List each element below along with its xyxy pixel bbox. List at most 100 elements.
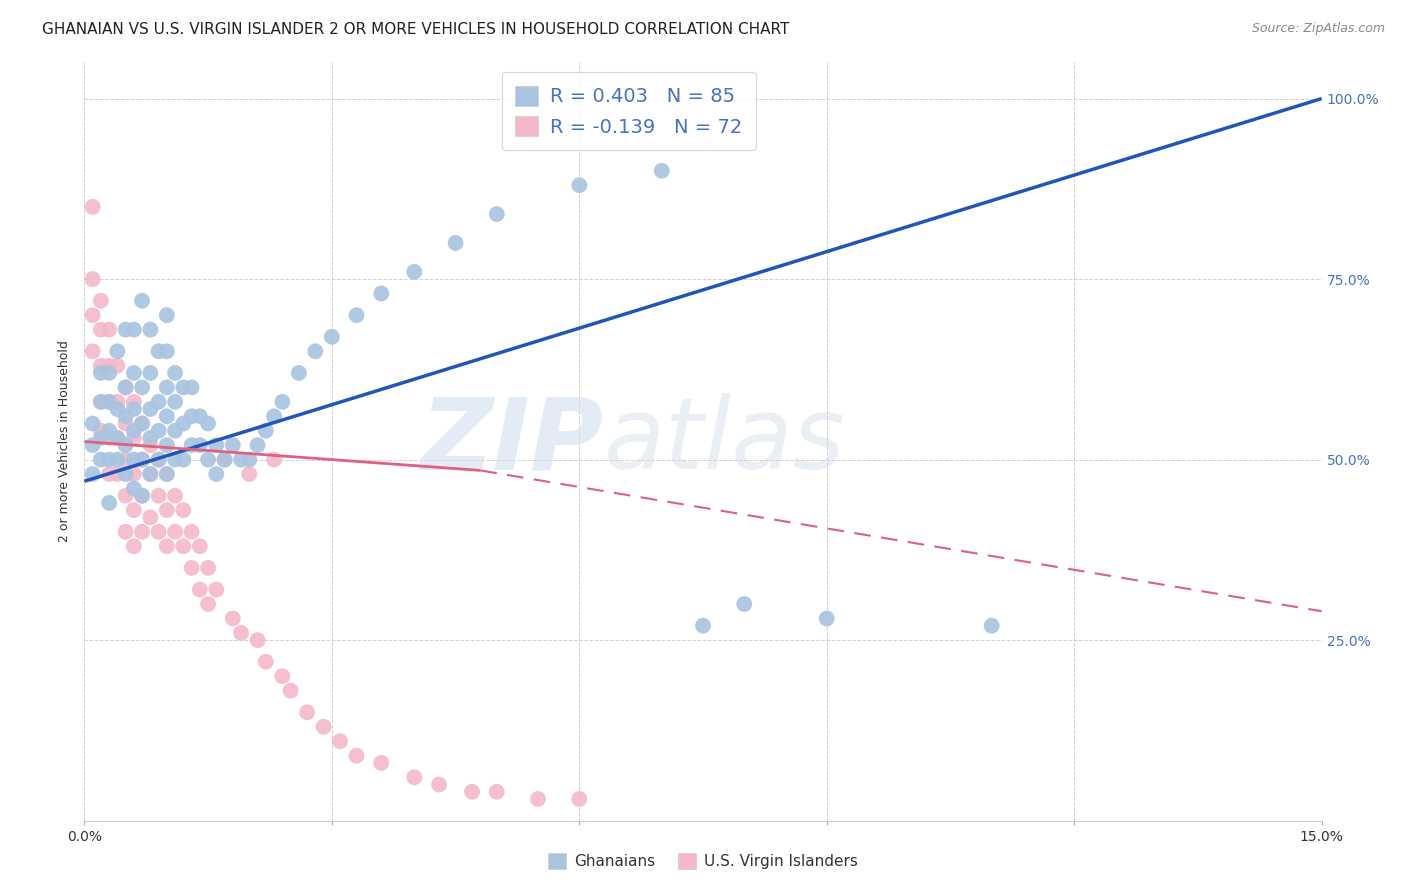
Point xyxy=(165,394,187,409)
Point xyxy=(370,756,392,770)
Point xyxy=(329,734,352,748)
Point xyxy=(485,207,508,221)
Point xyxy=(188,438,211,452)
Point xyxy=(370,286,392,301)
Point xyxy=(105,452,128,467)
Point xyxy=(90,366,112,380)
Point xyxy=(156,438,179,452)
Point xyxy=(692,618,714,632)
Point xyxy=(568,792,591,806)
Point xyxy=(98,424,121,438)
Point xyxy=(148,424,170,438)
Point xyxy=(122,482,145,496)
Point xyxy=(321,330,343,344)
Point xyxy=(214,452,236,467)
Point xyxy=(114,438,136,452)
Point xyxy=(105,431,128,445)
Point xyxy=(139,431,162,445)
Point xyxy=(485,785,508,799)
Point xyxy=(156,467,179,481)
Point xyxy=(114,467,136,481)
Point xyxy=(148,489,170,503)
Point xyxy=(815,611,838,625)
Point xyxy=(312,720,335,734)
Point xyxy=(82,200,104,214)
Point xyxy=(105,431,128,445)
Point xyxy=(105,359,128,373)
Point xyxy=(90,323,112,337)
Point xyxy=(172,417,194,431)
Point xyxy=(139,366,162,380)
Point xyxy=(114,323,136,337)
Point xyxy=(90,452,112,467)
Point xyxy=(105,344,128,359)
Point xyxy=(188,409,211,424)
Point xyxy=(122,323,145,337)
Text: Source: ZipAtlas.com: Source: ZipAtlas.com xyxy=(1251,22,1385,36)
Point xyxy=(180,438,202,452)
Point xyxy=(651,163,673,178)
Point xyxy=(98,394,121,409)
Point xyxy=(180,561,202,575)
Point xyxy=(346,308,368,322)
Point xyxy=(165,524,187,539)
Point xyxy=(404,265,426,279)
Point xyxy=(82,308,104,322)
Point xyxy=(461,785,484,799)
Point xyxy=(197,452,219,467)
Point xyxy=(288,366,311,380)
Point xyxy=(980,618,1002,632)
Y-axis label: 2 or more Vehicles in Household: 2 or more Vehicles in Household xyxy=(58,341,72,542)
Point xyxy=(733,597,755,611)
Point xyxy=(98,394,121,409)
Point xyxy=(156,467,179,481)
Point xyxy=(205,582,228,597)
Point xyxy=(114,417,136,431)
Point xyxy=(82,467,104,481)
Text: ZIP: ZIP xyxy=(420,393,605,490)
Point xyxy=(180,524,202,539)
Point xyxy=(90,394,112,409)
Point xyxy=(98,366,121,380)
Point xyxy=(114,380,136,394)
Point xyxy=(114,380,136,394)
Point xyxy=(90,431,112,445)
Point xyxy=(131,417,153,431)
Point xyxy=(148,524,170,539)
Legend: Ghanaians, U.S. Virgin Islanders: Ghanaians, U.S. Virgin Islanders xyxy=(541,847,865,875)
Point xyxy=(427,778,450,792)
Point xyxy=(122,539,145,553)
Point xyxy=(98,323,121,337)
Point xyxy=(180,380,202,394)
Point xyxy=(131,452,153,467)
Point xyxy=(82,438,104,452)
Point xyxy=(139,438,162,452)
Point xyxy=(122,366,145,380)
Point xyxy=(131,489,153,503)
Point xyxy=(188,539,211,553)
Point xyxy=(214,452,236,467)
Point xyxy=(131,380,153,394)
Point xyxy=(139,510,162,524)
Point xyxy=(122,503,145,517)
Point xyxy=(122,467,145,481)
Point xyxy=(148,452,170,467)
Point xyxy=(131,417,153,431)
Point xyxy=(304,344,326,359)
Point xyxy=(165,424,187,438)
Point xyxy=(246,633,269,648)
Point xyxy=(156,308,179,322)
Point xyxy=(197,597,219,611)
Point xyxy=(197,561,219,575)
Point xyxy=(280,683,302,698)
Point xyxy=(165,452,187,467)
Point xyxy=(148,452,170,467)
Point xyxy=(98,452,121,467)
Point xyxy=(139,467,162,481)
Point xyxy=(131,489,153,503)
Point xyxy=(172,539,194,553)
Point xyxy=(98,359,121,373)
Point xyxy=(156,344,179,359)
Point xyxy=(114,409,136,424)
Point xyxy=(122,431,145,445)
